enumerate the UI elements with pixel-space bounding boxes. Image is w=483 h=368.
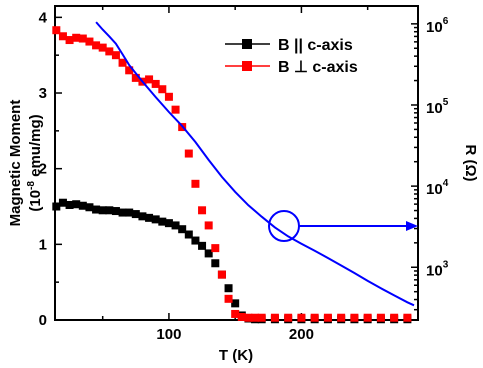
data-point: [78, 201, 87, 210]
data-point: [204, 221, 213, 230]
data-point: [85, 203, 94, 212]
x-axis-label: T (K): [219, 347, 253, 364]
data-point: [204, 249, 213, 258]
data-point: [251, 313, 260, 322]
data-point: [158, 217, 167, 226]
data-point: [178, 225, 187, 234]
y-axis-right-label: R (Ω): [462, 144, 479, 181]
data-point: [72, 33, 81, 42]
data-point: [151, 79, 160, 88]
data-point: [217, 270, 226, 279]
data-point: [98, 43, 107, 52]
data-point: [164, 92, 173, 101]
legend-label-b-perpendicular: B ⊥ c-axis: [278, 59, 358, 76]
data-point: [390, 313, 399, 322]
data-point: [270, 313, 279, 322]
data-point: [164, 219, 173, 228]
data-point: [105, 206, 114, 215]
data-point: [52, 26, 61, 35]
data-point: [191, 179, 200, 188]
y-axis-left-label-line2: (10-8 emu/mg): [26, 114, 44, 211]
data-point: [92, 205, 101, 214]
data-point: [92, 41, 101, 50]
y-axis-left-label-line1: Magnetic Moment: [7, 100, 24, 227]
y-right-tick-label: 103: [426, 259, 449, 279]
data-point: [131, 73, 140, 82]
data-point: [297, 313, 306, 322]
data-point: [98, 206, 107, 215]
data-point: [138, 212, 147, 221]
data-point: [198, 241, 207, 250]
data-point: [78, 34, 87, 43]
data-point: [224, 294, 233, 303]
y-right-tick-label: 105: [426, 97, 449, 117]
data-point: [231, 299, 240, 308]
series-resistance-line: [95, 21, 415, 307]
y-right-tick-label: 106: [426, 16, 449, 36]
data-point: [111, 51, 120, 60]
data-point: [363, 313, 372, 322]
data-point: [244, 313, 253, 322]
x-tick-label: 200: [289, 326, 314, 343]
data-point: [85, 37, 94, 46]
data-point: [231, 309, 240, 318]
data-point: [145, 75, 154, 84]
y-left-tick-label: 4: [39, 9, 48, 26]
legend-marker-b-perpendicular: [242, 61, 252, 71]
data-point: [111, 207, 120, 216]
data-point: [323, 313, 332, 322]
data-point: [350, 313, 359, 322]
data-point: [125, 66, 134, 75]
data-point: [284, 313, 293, 322]
data-point: [72, 200, 81, 209]
data-point: [257, 313, 266, 322]
ticks: 100 200 0 1 2 3 4 103 104 105 106: [39, 6, 449, 343]
data-point: [58, 198, 67, 207]
data-point: [131, 210, 140, 219]
data-point: [145, 213, 154, 222]
data-point: [337, 313, 346, 322]
annotation-arrowhead: [406, 221, 418, 231]
data-point: [171, 105, 180, 114]
data-point: [125, 208, 134, 217]
data-point: [224, 284, 233, 293]
y-left-tick-label: 2: [39, 161, 47, 178]
data-point: [191, 236, 200, 245]
data-point: [65, 36, 74, 45]
data-point: [65, 200, 74, 209]
data-point: [151, 215, 160, 224]
data-point: [158, 85, 167, 94]
data-point: [184, 149, 193, 158]
y-left-tick-label: 0: [39, 312, 47, 329]
data-point: [376, 313, 385, 322]
series-b-parallel: [52, 198, 412, 324]
y-left-tick-label: 1: [39, 236, 47, 253]
data-point: [237, 312, 246, 321]
data-point: [198, 206, 207, 215]
data-point: [211, 259, 220, 268]
data-point: [310, 313, 319, 322]
series-b-perpendicular: [52, 26, 412, 322]
plot-frame: [54, 5, 419, 321]
y-right-tick-label: 104: [426, 178, 449, 198]
y-left-tick-label: 3: [39, 85, 47, 102]
data-point: [403, 313, 412, 322]
data-point: [118, 208, 127, 217]
data-point: [171, 221, 180, 230]
data-point: [52, 202, 61, 211]
data-point: [58, 32, 67, 41]
data-point: [118, 58, 127, 67]
data-point: [105, 47, 114, 56]
data-point: [184, 230, 193, 239]
legend-marker-b-parallel: [242, 39, 252, 49]
x-tick-label: 100: [156, 326, 181, 343]
legend: B || c-axis B ⊥ c-axis: [225, 37, 358, 76]
data-point: [211, 244, 220, 253]
legend-label-b-parallel: B || c-axis: [278, 37, 353, 54]
